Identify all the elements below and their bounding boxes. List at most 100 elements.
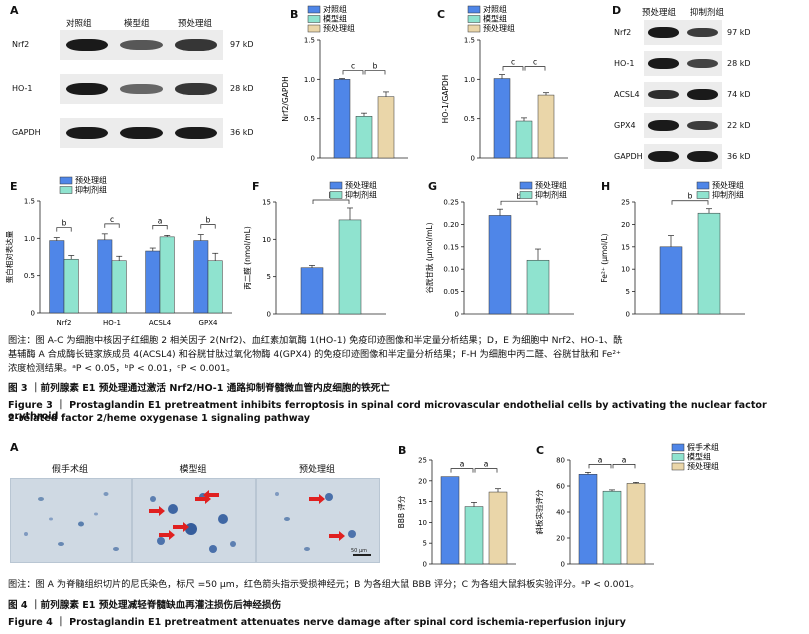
sig-bracket <box>612 464 636 469</box>
legend-swatch <box>59 176 73 185</box>
bar <box>111 260 127 314</box>
bar <box>659 246 683 315</box>
sig-bracket <box>502 66 524 71</box>
panel-label-4a: A <box>10 441 19 454</box>
wb-band <box>65 126 109 140</box>
wb-band <box>65 38 109 52</box>
wb-d-header-inhib: 抑制剂组 <box>690 8 725 18</box>
wb-strip <box>644 113 722 138</box>
sig-bracket <box>56 227 72 232</box>
y-tick-label: 5 <box>267 273 271 281</box>
bar <box>207 260 223 314</box>
y-tick-label: 0.15 <box>443 243 459 251</box>
y-tick-label: 0.5 <box>304 115 315 123</box>
fig4-title-en: Figure 4 ｜ Prostaglandin E1 pretreatment… <box>8 617 626 628</box>
y-tick-label: 15 <box>262 199 271 207</box>
y-tick-label: 1.0 <box>24 235 35 243</box>
x-tick-label: GPX4 <box>199 319 218 327</box>
micrograph-sham <box>10 478 132 563</box>
wb-band <box>174 126 218 140</box>
sig-label: a <box>158 216 163 225</box>
legend-swatch <box>307 5 321 14</box>
y-tick-label: 0 <box>267 311 271 319</box>
wb-band <box>687 120 718 131</box>
panel-label-c: C <box>437 8 446 21</box>
wb-band <box>648 120 679 131</box>
y-axis-label: 谷胱甘肽 (μmol/mL) <box>424 222 434 293</box>
panel-label-e: E <box>10 180 18 193</box>
micro-title-model: 模型组 <box>179 465 207 475</box>
bar <box>493 78 511 159</box>
scale-bar-label: 50 μm <box>351 548 367 554</box>
panel-label-f: F <box>252 180 260 193</box>
sig-bracket <box>450 468 474 473</box>
micrograph-model <box>132 478 256 563</box>
legend-label: 模型组 <box>483 14 507 24</box>
panel-label-d: D <box>612 4 622 17</box>
legend-label: 预处理组 <box>687 461 719 471</box>
sig-bracket <box>588 464 612 469</box>
sig-bracket <box>342 70 364 75</box>
wb-band <box>120 126 163 140</box>
bar <box>537 94 555 159</box>
legend-label: 模型组 <box>323 14 347 24</box>
bar <box>355 116 373 159</box>
fig3-title-en-2: 2-related factor 2/heme oxygenase 1 sign… <box>8 413 311 424</box>
sig-label: b <box>62 219 67 228</box>
sig-bracket <box>312 199 350 204</box>
sig-bracket <box>524 66 546 71</box>
wb-row-label: Nrf2 <box>614 27 632 37</box>
bar <box>338 219 362 315</box>
wb-band <box>120 84 163 94</box>
legend-label: 预处理组 <box>712 180 744 190</box>
legend-label: 预处理组 <box>535 180 567 190</box>
y-tick-label: 1.5 <box>24 198 35 206</box>
sig-bracket <box>104 223 120 228</box>
wb-row-label: ACSL4 <box>614 89 640 99</box>
legend-swatch <box>307 15 321 23</box>
legend-swatch <box>329 191 343 199</box>
y-tick-label: 20 <box>556 535 565 543</box>
y-tick-label: 0 <box>471 155 475 163</box>
y-tick-label: 0 <box>311 155 315 163</box>
bar <box>333 79 351 159</box>
sig-bracket <box>364 70 386 75</box>
fig4-title-cn: 图 4 ｜前列腺素 E1 预处理减轻脊髓缺血再灌注损伤后神经损伤 <box>8 600 282 611</box>
wb-row-label: GAPDH <box>614 151 643 161</box>
fig3-title-en-1: Figure 3 ｜ Prostaglandin E1 pretreatment… <box>8 400 767 422</box>
fig3-caption-line-2: 基辅酶 A 合成酶长链家族成员 4(ACSL4) 和谷胱甘肽过氧化物酶 4(GP… <box>8 349 621 360</box>
bar <box>578 474 598 565</box>
y-tick-label: 20 <box>621 221 630 229</box>
wb-kd-label: 97 kD <box>230 40 254 49</box>
y-tick-label: 10 <box>621 266 630 274</box>
bar <box>526 259 550 315</box>
panel-label-b: B <box>290 8 299 21</box>
micrograph-model-image <box>149 490 236 553</box>
bar <box>626 483 646 565</box>
wb-row-label: GAPDH <box>12 128 41 137</box>
wb-band <box>174 39 218 51</box>
legend-swatch <box>671 443 685 452</box>
legend-label: 预处理组 <box>323 23 355 33</box>
wb-band <box>687 58 718 69</box>
legend-swatch <box>467 5 481 14</box>
legend-label: 抑制剂组 <box>345 190 377 200</box>
bar <box>488 215 512 315</box>
bar <box>602 490 622 565</box>
chart-fig4-b: 0 5 10 15 20 25 BBB 评分 a a <box>397 457 516 569</box>
wb-kd-label: 36 kD <box>230 128 254 137</box>
y-tick-label: 0.5 <box>464 115 475 123</box>
bar <box>300 267 324 315</box>
x-tick-label: HO-1 <box>103 319 121 327</box>
y-axis-label: 斜板实验评分 <box>534 489 544 534</box>
bar <box>440 476 460 565</box>
bar <box>697 212 721 315</box>
sig-bracket <box>200 224 216 229</box>
bar <box>97 239 113 314</box>
y-axis-label: BBB 评分 <box>397 495 406 528</box>
y-tick-label: 0.10 <box>443 266 459 274</box>
panel-label-4c: C <box>536 444 545 457</box>
sig-label: b <box>373 62 378 71</box>
y-tick-label: 10 <box>262 236 271 244</box>
y-tick-label: 1.0 <box>464 76 475 84</box>
